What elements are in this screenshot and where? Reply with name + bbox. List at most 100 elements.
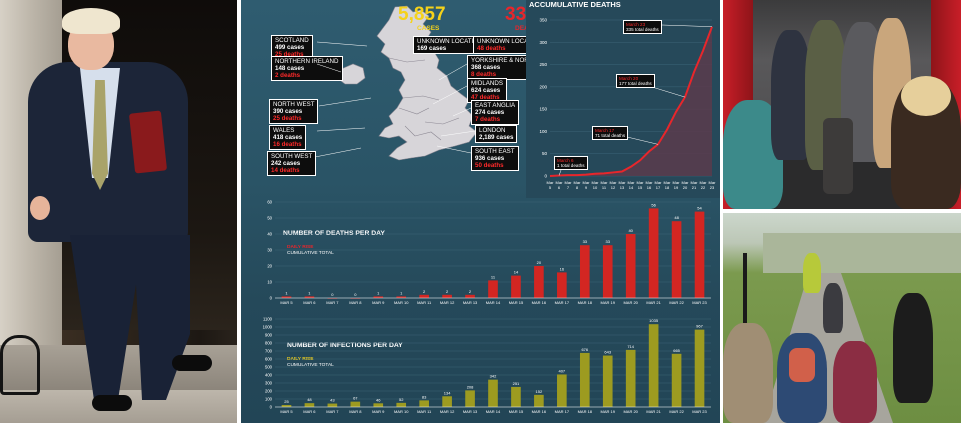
infections-y-tick-label: 500 (265, 365, 273, 370)
deaths-bar (373, 296, 384, 298)
deaths-data-label: 1 (308, 290, 311, 295)
accum-x-tick-label: Mar (691, 180, 699, 185)
deaths-y-tick-label: 60 (267, 200, 272, 205)
deaths-y-tick-label: 40 (267, 232, 272, 237)
infections-x-tick-label: MAR 20 (623, 409, 638, 414)
infections-bar (373, 403, 384, 407)
deaths-x-tick-label: MAR 7 (326, 300, 339, 305)
deaths-bar (579, 245, 590, 298)
infections-bar (465, 390, 475, 407)
accum-y-tick-label: 100 (539, 129, 547, 134)
accumulative-deaths-title: ACCUMULATIVE DEATHS (529, 0, 621, 9)
deaths-data-label: 16 (560, 266, 565, 271)
accum-x-tick-label: Mar (592, 180, 600, 185)
region-borders (388, 57, 460, 141)
infections-data-label: 208 (467, 384, 474, 389)
infections-x-tick-label: MAR 10 (394, 409, 409, 414)
accum-x-tick-label: Mar (709, 180, 717, 185)
infections-bar (694, 329, 705, 407)
deaths-x-tick-label: MAR 10 (394, 300, 409, 305)
accum-y-tick-label: 150 (539, 107, 547, 112)
orange-backpack (789, 348, 815, 382)
infections-data-label: 714 (627, 344, 634, 349)
region-leader-lines (314, 41, 476, 158)
deaths-bar (488, 280, 498, 298)
accum-x-tick-label: Mar (565, 180, 573, 185)
accum-x-tick-label: Mar (700, 180, 708, 185)
accum-x-tick-label: Mar (556, 180, 564, 185)
accum-x-tick-label-day: 14 (629, 185, 634, 190)
man-hand (30, 196, 50, 220)
infections-x-tick-label: MAR 22 (669, 409, 684, 414)
walker-maroon-coat (833, 341, 877, 423)
infections-x-tick-label: MAR 5 (280, 409, 293, 414)
deaths-x-tick-label: MAR 16 (532, 300, 547, 305)
infections-per-day-chart: 0 100 200 300 400 500 600 700 800 900 1000 1100 25 MA… (263, 317, 711, 414)
accum-line (549, 26, 713, 177)
accum-y-tick-label: 250 (539, 62, 547, 67)
infections-bar (648, 324, 659, 407)
deaths-x-tick-label: MAR 20 (623, 300, 638, 305)
infections-x-tick-label: MAR 12 (440, 409, 455, 414)
region-box-east-anglia: EAST ANGLIA 274 cases 7 deaths (471, 100, 520, 125)
accumulative-deaths-chart: 050100150200250300350Mar5Mar6Mar7Mar8Mar… (539, 18, 717, 191)
deaths-data-label: 1 (377, 290, 380, 295)
accum-y-tick-label: 50 (542, 151, 548, 156)
deaths-data-label: 2 (469, 289, 472, 294)
deaths-legend-cumulative: CUMULATIVE TOTAL (287, 251, 334, 256)
region-box-midlands: MIDLANDS 624 cases 47 deaths (467, 78, 507, 103)
accum-x-tick-label-day: 7 (567, 185, 570, 190)
accum-x-tick-label-day: 20 (683, 185, 688, 190)
infections-data-label: 152 (536, 389, 543, 394)
deaths-chart-title: NUMBER OF DEATHS PER DAY (283, 230, 385, 237)
iron-railing (0, 335, 40, 395)
infections-bar (488, 379, 498, 407)
accum-x-tick-label: Mar (574, 180, 582, 185)
deaths-x-tick-label: MAR 18 (578, 300, 593, 305)
deaths-y-tick-label: 50 (267, 216, 272, 221)
infections-x-tick-label: MAR 18 (578, 409, 593, 414)
suitcase (823, 118, 853, 194)
deaths-bar (602, 245, 613, 298)
deaths-bar (671, 221, 682, 298)
deaths-data-label: 0 (354, 292, 357, 297)
accum-x-tick-label-day: 22 (701, 185, 706, 190)
deaths-data-label: 54 (697, 206, 702, 211)
region-box-unknown-cases: UNKNOWN LOCATIONS 169 cases (413, 36, 491, 54)
infections-x-tick-label: MAR 15 (509, 409, 524, 414)
infections-x-tick-label: MAR 11 (417, 409, 432, 414)
deaths-x-tick-label: MAR 13 (463, 300, 478, 305)
infections-data-label: 251 (513, 381, 520, 386)
infections-bar (304, 403, 315, 407)
infections-x-tick-label: MAR 13 (463, 409, 478, 414)
deaths-x-tick-label: MAR 6 (303, 300, 316, 305)
passenger-dark (771, 30, 811, 160)
walker-hi-vis (803, 253, 821, 293)
accum-y-tick-label: 300 (539, 40, 547, 45)
lamp-post (743, 253, 747, 333)
infections-data-label: 676 (581, 347, 588, 352)
deaths-data-label: 1 (400, 290, 403, 295)
deaths-data-label: 1 (285, 290, 288, 295)
callout-march-6: March 6 1 total deaths (554, 156, 588, 171)
deaths-data-label: 48 (674, 215, 679, 220)
deaths-per-day-chart: 0 10 20 30 40 50 60 1 MAR 5 1 MAR 6 0 MAR 7 0 MAR 8 1 MA… (267, 200, 711, 305)
accum-x-tick-label-day: 12 (611, 185, 616, 190)
deaths-data-label: 33 (606, 239, 611, 244)
deaths-bar (557, 272, 567, 298)
deaths-bar (534, 266, 544, 298)
infections-data-label: 46 (376, 397, 381, 402)
infections-y-tick-label: 100 (265, 397, 273, 402)
accum-x-tick-label: Mar (673, 180, 681, 185)
deaths-bar (694, 211, 705, 298)
infections-x-tick-label: MAR 16 (532, 409, 547, 414)
infections-legend-cumulative: CUMULATIVE TOTAL (287, 363, 334, 368)
infections-x-tick-label: MAR 17 (555, 409, 570, 414)
accum-x-tick-label-day: 21 (692, 185, 697, 190)
accum-x-tick-label: Mar (610, 180, 618, 185)
infections-y-tick-label: 1000 (263, 325, 273, 330)
deaths-data-label: 14 (514, 270, 519, 275)
accum-x-tick-label-day: 19 (674, 185, 679, 190)
accum-y-tick-label: 350 (539, 18, 547, 23)
region-box-northern-ireland: NORTHERN IRELAND 148 cases 2 deaths (271, 56, 343, 81)
